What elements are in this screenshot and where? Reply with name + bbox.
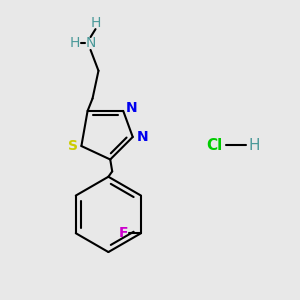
Text: Cl: Cl [206,137,223,152]
Text: N: N [85,36,96,50]
Text: H: H [90,16,101,30]
Text: S: S [68,139,79,153]
Text: H: H [248,137,260,152]
Text: N: N [137,130,148,144]
Text: N: N [125,101,137,115]
Text: F: F [118,226,128,240]
Text: H: H [70,36,80,50]
